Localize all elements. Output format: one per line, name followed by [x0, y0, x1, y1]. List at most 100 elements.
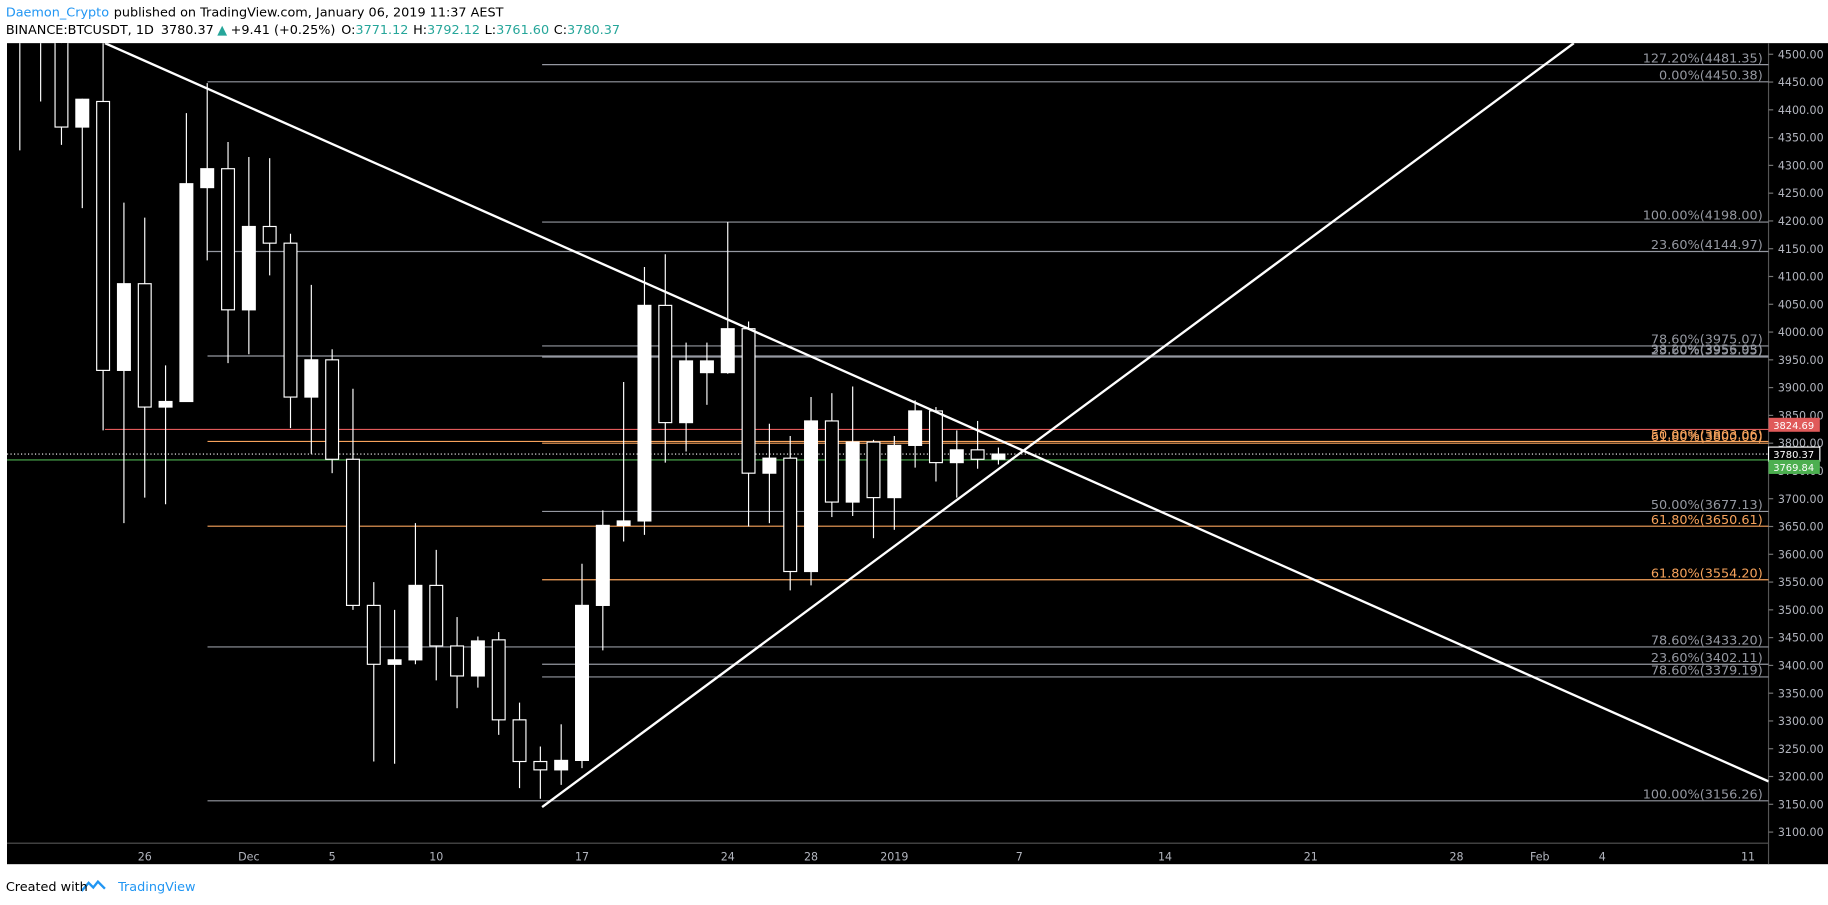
y-tick-label: 4150.00	[1778, 243, 1824, 256]
candle-body	[804, 420, 819, 573]
x-tick-label: Dec	[238, 851, 259, 864]
x-tick-label: 28	[804, 851, 818, 864]
y-tick-label: 3900.00	[1778, 382, 1824, 395]
last: 3780.37	[161, 23, 214, 38]
price-flag-label: 3780.37	[1773, 450, 1814, 461]
x-tick-label: 4	[1599, 851, 1606, 864]
candle-body	[616, 520, 631, 526]
candle-body	[158, 400, 173, 408]
y-tick-label: 4400.00	[1778, 104, 1824, 117]
axes: 3100.00 3150.00 3200.00 3250.00 3300.00 3350.…	[138, 48, 1824, 863]
candle-body	[533, 760, 548, 771]
author[interactable]: Daemon_Crypto	[6, 5, 109, 20]
candle-body	[575, 604, 589, 761]
x-tick-label: 7	[1016, 851, 1023, 864]
candle-body	[366, 604, 381, 665]
y-tick-label: 3700.00	[1778, 493, 1824, 506]
level-label: 78.60%(3975.07)	[1651, 333, 1763, 348]
logo	[80, 879, 106, 892]
x-tick-label: Feb	[1530, 851, 1550, 864]
price-flag-label: 3824.69	[1773, 421, 1814, 432]
candle-body	[96, 100, 111, 371]
x-tick-label: 14	[1158, 851, 1172, 864]
l-label: L:	[485, 23, 496, 38]
candle-body	[137, 283, 152, 408]
candle-body	[429, 584, 444, 647]
y-tick-label: 4000.00	[1778, 326, 1824, 339]
h-label: H:	[413, 23, 427, 38]
candle-body	[928, 410, 943, 464]
y-tick-label: 3350.00	[1778, 687, 1824, 700]
y-tick-label: 3200.00	[1778, 771, 1824, 784]
candle-body	[949, 449, 964, 464]
candle-body	[450, 645, 465, 677]
x-tick-label: 5	[329, 851, 336, 864]
level-label: 100.00%(3156.26)	[1643, 787, 1763, 802]
symbol: BINANCE:BTCUSDT, 1D	[6, 23, 154, 38]
candle-body	[408, 584, 423, 661]
trendline[interactable]	[541, 43, 1575, 808]
candle-body	[116, 283, 131, 371]
level-label: 127.20%(4481.35)	[1643, 51, 1763, 66]
y-tick-label: 3550.00	[1778, 576, 1824, 589]
level-label: 23.60%(3955.05)	[1651, 344, 1763, 359]
level-label: 50.00%(3803.06)	[1651, 428, 1763, 443]
candle-body	[554, 759, 569, 771]
candle-body	[325, 359, 340, 460]
c: 3780.37	[567, 23, 620, 38]
price-flag-label: 3769.84	[1773, 463, 1814, 474]
candle-body	[658, 304, 673, 424]
l: 3761.60	[496, 23, 549, 38]
y-tick-label: 4250.00	[1778, 187, 1824, 200]
o: 3771.12	[355, 23, 408, 38]
candle-body	[200, 168, 215, 189]
x-tick-label: 28	[1449, 851, 1463, 864]
y-tick-label: 4200.00	[1778, 215, 1824, 228]
level-label: 78.60%(3433.20)	[1651, 634, 1763, 649]
candle-body	[262, 225, 277, 244]
created: Created with	[6, 880, 88, 895]
level-label: 61.80%(3650.61)	[1651, 513, 1763, 528]
candle-body	[595, 524, 610, 606]
candle-body	[887, 444, 902, 499]
candle-body	[512, 719, 527, 763]
candle-body	[241, 225, 256, 311]
trendline[interactable]	[104, 43, 1769, 783]
y-tick-label: 3950.00	[1778, 354, 1824, 367]
trendlines	[104, 43, 1769, 808]
x-tick-label: 11	[1741, 851, 1755, 864]
candle-body	[741, 328, 756, 474]
y-tick-label: 4050.00	[1778, 298, 1824, 311]
candle-body	[699, 360, 714, 374]
y-tick-label: 3650.00	[1778, 521, 1824, 534]
levels: 127.20%(4481.35) 0.00%(4450.38) 100.00%(41…	[6, 51, 1769, 802]
header-line2: BINANCE:BTCUSDT, 1D 3780.37 ▲ +9.41 (+0.25%…	[6, 23, 620, 38]
x-tick-label: 17	[575, 851, 589, 864]
candle-body	[866, 441, 881, 499]
candle-body	[991, 453, 1006, 460]
candle-body	[845, 441, 860, 503]
level-label: 23.60%(4144.97)	[1651, 238, 1763, 253]
level-label: 61.80%(3800.00)	[1651, 430, 1763, 445]
candle-body	[637, 304, 652, 522]
published: published on TradingView.com, January 06…	[114, 5, 504, 20]
x-tick-label: 26	[138, 851, 152, 864]
candle-body	[908, 410, 923, 446]
header-line1: Daemon_Crypto published on TradingView.co…	[6, 5, 504, 20]
level-label: 23.60%(3402.11)	[1651, 651, 1763, 666]
y-tick-label: 4450.00	[1778, 76, 1824, 89]
x-tick-label: 2019	[880, 851, 908, 864]
o-label: O:	[341, 23, 355, 38]
y-tick-label: 3300.00	[1778, 715, 1824, 728]
level-label: 61.80%(3554.20)	[1651, 566, 1763, 581]
y-tick-label: 3150.00	[1778, 798, 1824, 811]
brand[interactable]: TradingView	[117, 880, 195, 895]
y-tick-label: 3450.00	[1778, 632, 1824, 645]
footer: Created with TradingView	[6, 880, 196, 895]
change: +9.41 (+0.25%)	[231, 23, 336, 38]
x-tick-label: 21	[1304, 851, 1318, 864]
level-label: 100.00%(4198.00)	[1643, 209, 1763, 224]
price-flag	[1768, 417, 1820, 432]
